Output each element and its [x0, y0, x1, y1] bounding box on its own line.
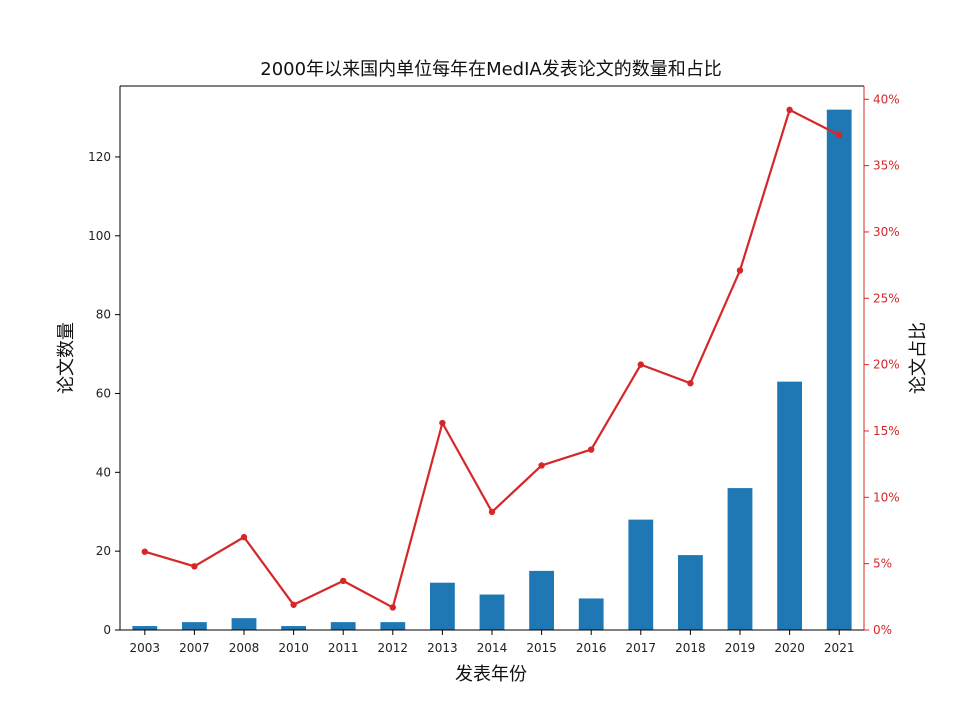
ratio-point-2007: [191, 563, 198, 570]
ratio-point-2020: [786, 106, 793, 114]
x-tick-label-2008: 2008: [229, 641, 260, 655]
y2-tick-label-30: 30%: [873, 225, 900, 239]
bar-2014: [479, 594, 505, 630]
bar-2017: [628, 519, 654, 630]
x-tick-label-2012: 2012: [378, 641, 409, 655]
bar-2013: [430, 582, 455, 630]
y2-axis-label: 论文占比: [908, 322, 929, 394]
x-tick-label-2018: 2018: [675, 641, 706, 655]
ratio-point-2011: [340, 577, 347, 585]
bar-2011: [330, 622, 356, 630]
x-tick-label-2014: 2014: [477, 641, 508, 655]
ratio-point-2012: [389, 604, 396, 611]
x-axis-label: 发表年份: [455, 664, 527, 685]
y-tick-label-100: 100: [88, 229, 111, 243]
bar-2008: [231, 618, 257, 630]
ratio-point-2021: [836, 131, 843, 139]
x-tick-label-2010: 2010: [278, 641, 309, 655]
y2-tick-label-40: 40%: [873, 92, 900, 106]
bar-2012: [380, 622, 406, 630]
y2-tick-label-10: 10%: [873, 490, 900, 504]
y2-tick-label-20: 20%: [873, 358, 900, 372]
ratio-point-2008: [240, 533, 248, 541]
y2-tick-label-25: 25%: [873, 291, 900, 305]
y-tick-label-40: 40: [96, 465, 111, 479]
x-tick-label-2011: 2011: [328, 641, 359, 655]
ratio-point-2014: [488, 508, 496, 516]
plot-area: 0 20 40 60 80 100 120 0% 5% 10% 15% 20% 25% 30% 35% 40%…: [88, 85, 900, 655]
y-tick-label-20: 20: [96, 544, 111, 558]
y-axis-label: 论文数量: [56, 322, 77, 394]
y-tick-label-0: 0: [103, 623, 111, 637]
bar-2003: [132, 626, 158, 630]
y2-tick-label-35: 35%: [873, 159, 900, 173]
x-tick-label-2021: 2021: [824, 641, 855, 655]
x-tick-label-2020: 2020: [774, 641, 805, 655]
bar-2018: [678, 555, 703, 630]
ratio-point-2013: [439, 419, 446, 427]
bar-2021: [826, 109, 852, 631]
y-tick-label-80: 80: [96, 308, 111, 322]
ratio-point-2003: [141, 548, 148, 555]
bar-2010: [281, 626, 306, 630]
bar-2019: [727, 488, 753, 630]
ratio-point-2019: [736, 267, 744, 274]
bar-2016: [578, 598, 604, 630]
x-tick-label-2007: 2007: [179, 641, 210, 655]
y-tick-label-60: 60: [96, 386, 111, 400]
x-tick-label-2003: 2003: [130, 641, 161, 655]
y2-tick-label-15: 15%: [873, 424, 900, 438]
ratio-point-2018: [687, 380, 694, 387]
ratio-point-2016: [588, 446, 595, 453]
x-tick-label-2019: 2019: [725, 641, 756, 655]
bar-2015: [529, 570, 554, 630]
chart-title: 2000年以来国内单位每年在MedIA发表论文的数量和占比: [260, 59, 721, 80]
x-tick-label-2016: 2016: [576, 641, 607, 655]
ratio-point-2010: [290, 601, 297, 608]
bar-2020: [777, 381, 802, 630]
x-tick-label-2013: 2013: [427, 641, 458, 655]
x-tick-label-2017: 2017: [626, 641, 657, 655]
ratio-point-2015: [538, 462, 545, 469]
y-tick-label-120: 120: [88, 150, 111, 164]
bar-2007: [182, 622, 207, 630]
x-tick-label-2015: 2015: [526, 641, 557, 655]
y2-tick-label-5: 5%: [873, 557, 892, 571]
y2-tick-label-0: 0%: [873, 623, 892, 637]
ratio-point-2017: [637, 361, 644, 368]
